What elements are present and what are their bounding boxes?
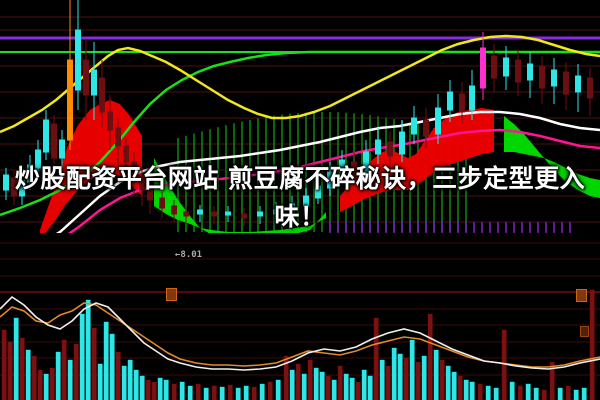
price-chart-canvas	[0, 0, 600, 233]
volume-chart-canvas	[0, 242, 600, 400]
volume-chart-panel[interactable]	[0, 233, 600, 400]
price-annotation-label: ←8.01	[175, 250, 203, 260]
volume-marker-right-lower[interactable]	[580, 326, 589, 337]
price-chart-panel[interactable]	[0, 0, 600, 233]
volume-marker-right[interactable]	[576, 289, 587, 302]
volume-marker-left[interactable]	[166, 288, 177, 301]
